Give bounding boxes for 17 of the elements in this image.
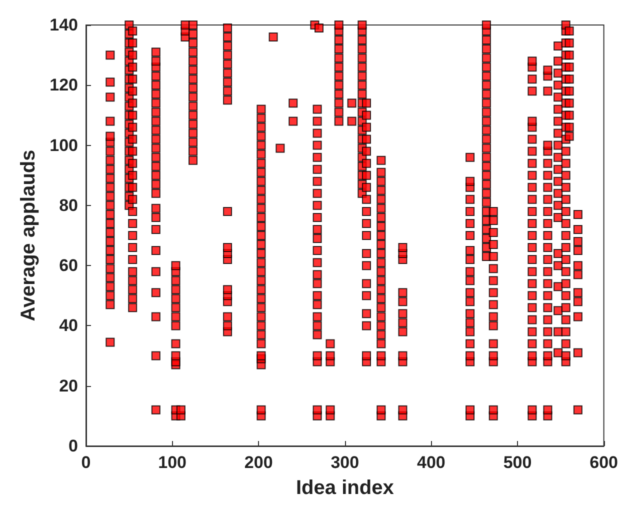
y-tick-label: 120 — [50, 76, 78, 95]
x-tick-label: 200 — [244, 453, 273, 472]
x-tick-label: 600 — [590, 453, 618, 472]
x-tick-label: 500 — [503, 453, 532, 472]
x-axis-title: Idea index — [296, 477, 394, 499]
x-tick-label: 0 — [81, 453, 91, 472]
y-tick-label: 80 — [59, 196, 78, 215]
y-tick-label: 0 — [68, 436, 78, 456]
x-tick-label: 300 — [330, 453, 360, 472]
y-tick-label: 20 — [59, 376, 78, 396]
y-axis-title: Average applauds — [18, 150, 40, 322]
x-tick-label: 400 — [417, 453, 446, 472]
x-tick-label: 100 — [158, 453, 186, 472]
y-tick-label: 40 — [59, 316, 78, 336]
y-tick-label: 100 — [50, 136, 78, 155]
y-tick-label: 60 — [59, 256, 78, 276]
y-tick-label: 140 — [50, 16, 78, 34]
